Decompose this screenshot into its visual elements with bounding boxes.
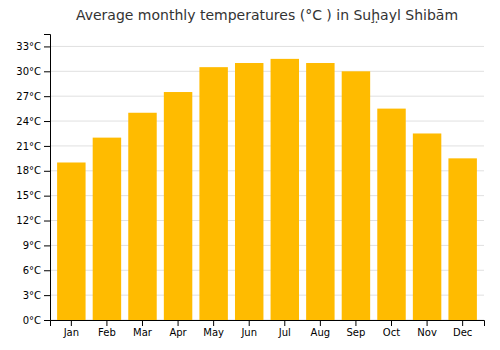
bar (306, 63, 334, 320)
x-tick-mark (213, 320, 214, 326)
y-axis-line (44, 35, 51, 321)
y-tick-label: 21°C (16, 141, 41, 152)
x-tick-mark (249, 320, 250, 326)
x-tick: Aug (311, 320, 331, 338)
grid-line (50, 121, 484, 122)
x-tick-label: Nov (417, 327, 437, 338)
bar (413, 133, 441, 320)
x-axis: Jan Feb Mar Apr May Jun Jul Aug Sep Oct Nov Dec (51, 320, 485, 338)
x-tick: Oct (383, 320, 400, 338)
title: Average monthly temperatures (°C ) in Su… (76, 7, 458, 23)
y-tick: 27°C (16, 91, 50, 102)
x-tick-label: Jan (63, 327, 79, 338)
bar (271, 59, 299, 320)
y-tick-mark (44, 171, 50, 172)
y-tick-label: 33°C (16, 41, 41, 52)
y-tick-mark (44, 245, 50, 246)
grid (50, 46, 484, 320)
x-tick-mark (355, 320, 356, 326)
y-tick-mark (44, 71, 50, 72)
x-axis-line (51, 321, 485, 327)
x-tick-label: Oct (383, 327, 400, 338)
bar (199, 67, 227, 320)
grid-line (50, 96, 484, 97)
x-tick: Apr (169, 320, 187, 338)
y-tick-label: 24°C (16, 116, 41, 127)
bar (93, 138, 121, 320)
y-tick-label: 30°C (16, 66, 41, 77)
x-tick-mark (106, 320, 107, 326)
y-tick: 24°C (16, 116, 50, 127)
x-tick-mark (142, 320, 143, 326)
y-tick-label: 0°C (23, 315, 41, 326)
x-tick-label: Aug (311, 327, 331, 338)
x-tick-label: Jul (278, 327, 291, 338)
y-tick: 12°C (16, 215, 50, 226)
y-tick-mark (44, 196, 50, 197)
y-tick: 0°C (23, 315, 50, 326)
x-tick: May (203, 320, 224, 338)
x-tick-label: Sep (347, 327, 366, 338)
y-tick-mark (44, 96, 50, 97)
bar (164, 92, 192, 320)
x-tick: Jul (278, 320, 291, 338)
x-tick: Nov (417, 320, 437, 338)
y-tick-mark (44, 121, 50, 122)
bars (57, 59, 477, 320)
y-tick-mark (44, 46, 50, 47)
chart: Average monthly temperatures (°C ) in Su… (0, 0, 500, 350)
bar (342, 71, 370, 320)
y-tick-mark (44, 146, 50, 147)
y-tick-label: 9°C (23, 240, 41, 251)
bar (57, 162, 85, 320)
y-tick-label: 6°C (23, 265, 41, 276)
y-tick-label: 18°C (16, 165, 41, 176)
y-tick: 21°C (16, 141, 50, 152)
bar (448, 158, 476, 320)
x-tick-mark (320, 320, 321, 326)
y-tick: 33°C (16, 41, 50, 52)
x-tick: Jan (63, 320, 79, 338)
x-tick: Feb (98, 320, 116, 338)
x-tick-label: Mar (133, 327, 153, 338)
bar (128, 113, 156, 320)
y-tick: 6°C (23, 265, 50, 276)
x-tick-mark (71, 320, 72, 326)
x-tick-label: Jun (240, 327, 257, 338)
y-tick-mark (44, 270, 50, 271)
y-tick: 3°C (23, 290, 50, 301)
grid-line (50, 71, 484, 72)
y-tick-mark (44, 295, 50, 296)
y-tick-mark (44, 320, 50, 321)
y-tick: 9°C (23, 240, 50, 251)
grid-line (50, 46, 484, 47)
y-tick-label: 27°C (16, 91, 41, 102)
bar (235, 63, 263, 320)
bar (377, 109, 405, 320)
x-tick-label: Dec (453, 327, 472, 338)
x-tick-mark (427, 320, 428, 326)
x-tick: Sep (347, 320, 366, 338)
x-tick-label: Feb (98, 327, 116, 338)
x-tick-label: May (203, 327, 224, 338)
x-tick: Mar (133, 320, 153, 338)
y-tick-mark (44, 221, 50, 222)
y-tick-label: 3°C (23, 290, 41, 301)
y-tick: 15°C (16, 190, 50, 201)
x-tick-label: Apr (169, 327, 187, 338)
x-tick: Dec (453, 320, 472, 338)
x-tick-mark (391, 320, 392, 326)
x-tick-mark (284, 320, 285, 326)
x-tick-mark (462, 320, 463, 326)
y-tick: 18°C (16, 165, 50, 176)
y-tick-label: 12°C (16, 215, 41, 226)
y-axis: 0°C 3°C 6°C 9°C 12°C 15°C 18°C 21°C 24°C 27°C 30°C… (16, 35, 50, 326)
plot: 0°C 3°C 6°C 9°C 12°C 15°C 18°C 21°C 24°C 27°C 30°C… (16, 35, 484, 339)
x-tick-mark (178, 320, 179, 326)
x-tick: Jun (240, 320, 257, 338)
y-tick: 30°C (16, 66, 50, 77)
y-tick-label: 15°C (16, 190, 41, 201)
